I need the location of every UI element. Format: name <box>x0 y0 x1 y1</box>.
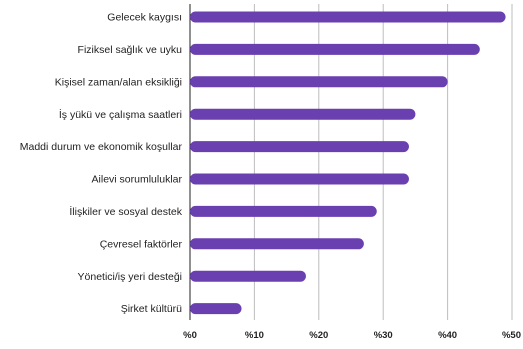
bar <box>190 43 480 55</box>
bar <box>190 270 306 282</box>
bar <box>190 76 448 88</box>
bar <box>190 303 242 315</box>
bar <box>190 11 506 23</box>
bar <box>190 205 377 217</box>
bar <box>190 141 409 153</box>
x-tick-label: %50 <box>502 330 521 341</box>
x-tick-label: %0 <box>183 330 197 341</box>
category-label: Çevresel faktörler <box>100 238 183 250</box>
category-label: İş yükü ve çalışma saatleri <box>59 108 182 121</box>
category-label: Yönetici/iş yeri desteği <box>78 271 182 283</box>
category-label: Şirket kültürü <box>121 303 182 315</box>
x-tick-label: %30 <box>374 330 393 341</box>
x-tick-label: %10 <box>245 330 264 341</box>
bar <box>190 108 416 120</box>
bar <box>190 173 409 185</box>
x-tick-label: %20 <box>309 330 328 341</box>
category-label: Kişisel zaman/alan eksikliği <box>55 76 182 88</box>
category-label: İlişkiler ve sosyal destek <box>69 205 182 218</box>
x-tick-label: %40 <box>438 330 457 341</box>
category-label: Fiziksel sağlık ve uyku <box>78 44 183 56</box>
category-label: Maddi durum ve ekonomik koşullar <box>20 141 183 153</box>
bar <box>190 238 364 250</box>
category-label: Ailevi sorumluluklar <box>92 174 183 186</box>
category-label: Gelecek kaygısı <box>107 12 182 24</box>
